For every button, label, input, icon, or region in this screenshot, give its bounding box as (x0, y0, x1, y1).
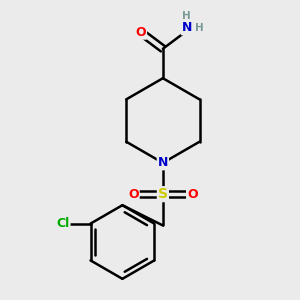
Text: N: N (158, 156, 168, 170)
Text: H: H (182, 11, 191, 21)
Text: O: O (187, 188, 198, 201)
Text: S: S (158, 187, 168, 201)
Text: N: N (182, 21, 192, 34)
Text: H: H (195, 23, 204, 33)
Text: Cl: Cl (56, 217, 70, 230)
Text: O: O (128, 188, 139, 201)
Text: O: O (136, 26, 146, 39)
